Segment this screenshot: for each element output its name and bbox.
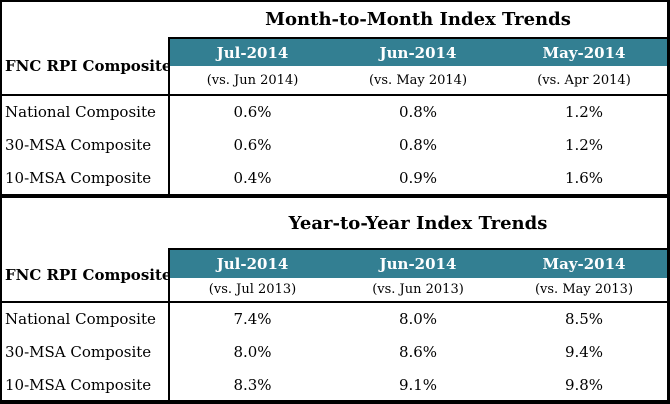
column-subtitle: (vs. May 2014)	[335, 66, 501, 96]
row-label: 30-MSA Composite	[2, 335, 170, 368]
row-label: 10-MSA Composite	[2, 161, 170, 194]
value-cell: 8.3%	[233, 375, 272, 394]
column-header-may-2014: May-2014	[501, 248, 667, 278]
table-row: 30-MSA Composite 8.0% 8.6% 9.4%	[2, 335, 667, 368]
value-cell: 9.8%	[564, 375, 604, 394]
value-cell: 0.8%	[398, 135, 438, 154]
value-cell: 1.2%	[564, 103, 604, 121]
column-subtitle: (vs. Jul 2013)	[169, 278, 335, 303]
column-header-jul-2014: Jul-2014	[169, 37, 335, 66]
title-spacer	[2, 2, 169, 38]
row-header-label: FNC RPI Composites	[2, 38, 170, 96]
value-cell: 9.4%	[564, 342, 604, 361]
row-label: 30-MSA Composite	[2, 128, 170, 161]
column-subtitle: (vs. May 2013)	[501, 278, 667, 303]
value-cell: 0.8%	[398, 103, 438, 121]
row-label: National Composite	[2, 95, 170, 128]
row-label: National Composite	[2, 302, 170, 335]
value-cell: 8.0%	[233, 342, 272, 361]
value-cell: 8.5%	[564, 310, 604, 328]
table-row: National Composite 7.4% 8.0% 8.5%	[2, 302, 667, 335]
value-cell: 0.4%	[233, 168, 272, 187]
value-cell: 0.6%	[233, 103, 272, 121]
value-cell: 7.4%	[233, 310, 272, 328]
value-cell: 9.1%	[398, 375, 438, 394]
value-cell: 8.0%	[398, 310, 438, 328]
table-row: 10-MSA Composite 0.4% 0.9% 1.6%	[2, 161, 667, 194]
year-to-year-table: Year-to-Year Index Trends FNC RPI Compos…	[2, 198, 667, 400]
title-spacer	[2, 198, 169, 249]
column-header-jun-2014: Jun-2014	[335, 37, 501, 66]
column-header-may-2014: May-2014	[501, 37, 667, 66]
value-cell: 1.6%	[564, 168, 604, 187]
table-row: 10-MSA Composite 8.3% 9.1% 9.8%	[2, 368, 667, 400]
column-subtitle: (vs. Jun 2014)	[169, 66, 335, 96]
value-cell: 8.6%	[398, 342, 438, 361]
row-label: 10-MSA Composite	[2, 368, 170, 400]
value-cell: 1.2%	[564, 135, 604, 154]
value-cell: 0.6%	[233, 135, 272, 154]
month-to-month-table: Month-to-Month Index Trends FNC RPI Comp…	[2, 2, 667, 194]
column-subtitle: (vs. Jun 2013)	[335, 278, 501, 303]
table-separator	[2, 194, 667, 198]
column-subtitle: (vs. Apr 2014)	[501, 66, 667, 96]
column-header-jul-2014: Jul-2014	[169, 248, 335, 278]
table-row: National Composite 0.6% 0.8% 1.2%	[2, 95, 667, 128]
table-title: Year-to-Year Index Trends	[288, 212, 548, 234]
row-header-label: FNC RPI Composites	[2, 249, 170, 303]
table-row: 30-MSA Composite 0.6% 0.8% 1.2%	[2, 128, 667, 161]
column-header-jun-2014: Jun-2014	[335, 248, 501, 278]
table-title: Month-to-Month Index Trends	[265, 9, 571, 30]
value-cell: 0.9%	[398, 168, 438, 187]
